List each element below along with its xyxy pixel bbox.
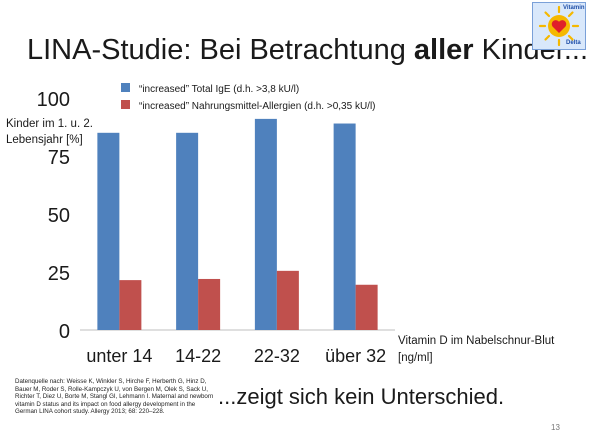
conclusion-text: ...zeigt sich kein Unterschied. [218,384,505,409]
legend-label: “increased” Total IgE (d.h. >3,8 kU/l) [139,84,299,95]
bar-total-ige [97,132,120,330]
vitamin-delta-logo: Vitamin Delta [532,2,586,50]
title-prefix: LINA-Studie: Bei Betrachtung [27,34,414,66]
sun-heart-icon [538,5,580,47]
x-tick-label: 14-22 [175,346,221,366]
y-axis-caption: Kinder im 1. u. 2. Lebensjahr [%] [6,116,126,148]
x-tick-label: 22-32 [254,346,300,366]
bar-total-ige [176,132,199,330]
bar-food-allergy [119,280,142,330]
bar-total-ige [333,123,356,331]
logo-text-top: Vitamin [563,5,585,11]
x-tick-label: unter 14 [86,346,152,366]
source-citation: Datenquelle nach: Weisse K, Winkler S, H… [15,378,214,416]
page-number: 13 [551,423,560,432]
bar-food-allergy [276,270,299,330]
x-tick-label: über 32 [325,346,386,366]
y-axis-caption-line-1: Kinder im 1. u. 2. [6,118,93,130]
y-tick-label: 50 [48,205,70,227]
logo-text-bottom: Delta [566,40,581,46]
slide-title: LINA-Studie: Bei Betrachtung aller Kinde… [27,34,588,67]
bar-total-ige [254,118,277,330]
y-tick-label: 25 [48,263,70,285]
x-axis-caption-line-1: Vitamin D im Nabelschnur-Blut [398,335,555,347]
y-tick-label: 75 [48,147,70,169]
legend-label: “increased” Nahrungsmittel-Allergien (d.… [139,101,376,112]
bar-food-allergy [198,278,221,330]
y-tick-label: 100 [37,89,70,111]
y-tick-label: 0 [59,321,70,343]
legend-swatch [121,100,130,109]
x-axis-caption: Vitamin D im Nabelschnur-Blut [ng/ml] [398,333,588,367]
y-axis-caption-line-2: Lebensjahr [%] [6,134,83,146]
title-bold: aller [413,34,474,66]
x-axis-caption-line-2: [ng/ml] [398,352,433,364]
bar-food-allergy [355,284,378,330]
legend-swatch [121,83,130,92]
